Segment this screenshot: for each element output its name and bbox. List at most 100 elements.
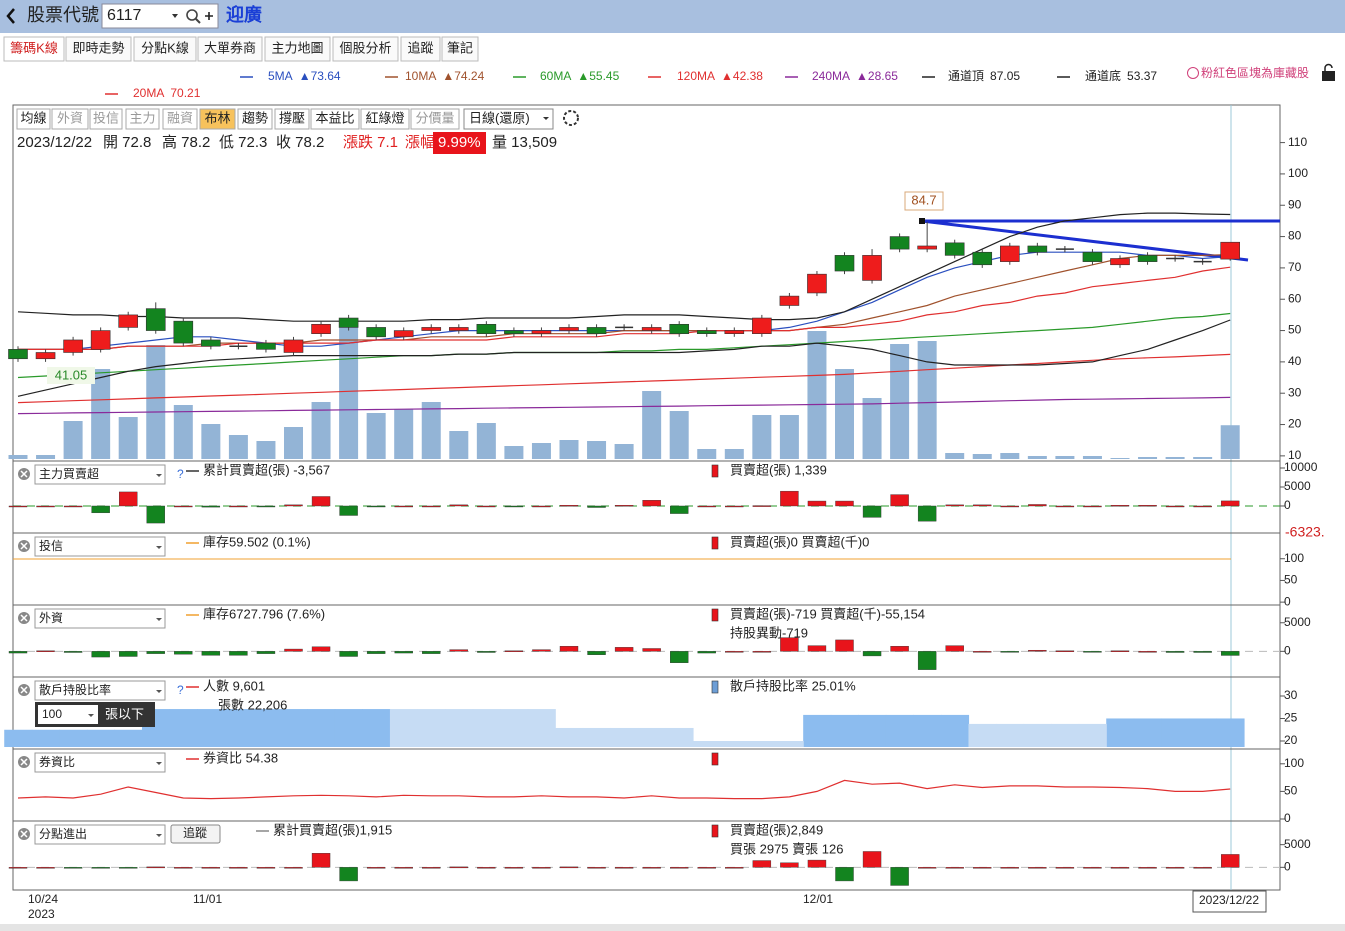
indicator-select[interactable]: [34, 536, 166, 557]
indicator-select-label[interactable]: 外資: [39, 611, 63, 625]
indicator-select[interactable]: [34, 752, 166, 773]
lots-value[interactable]: 100: [42, 707, 62, 721]
toolbar-button[interactable]: [16, 108, 51, 130]
toolbar-button[interactable]: [51, 108, 89, 130]
lock-shackle: [1324, 63, 1333, 71]
candle-body: [118, 314, 138, 328]
tab[interactable]: [400, 36, 441, 62]
legend-name: 通道底: [1085, 68, 1121, 83]
flow-bar: [284, 867, 303, 869]
indicator-select-label[interactable]: 投信: [39, 538, 63, 553]
toolbar-label[interactable]: 主力: [129, 110, 155, 125]
period-select[interactable]: [463, 108, 554, 130]
high-marker: [919, 218, 925, 224]
holding-area: [665, 727, 694, 747]
search-icon[interactable]: [186, 9, 198, 21]
toolbar-label[interactable]: 紅綠燈: [365, 110, 404, 125]
help-icon[interactable]: ?: [177, 467, 184, 481]
tab[interactable]: [332, 36, 399, 62]
toolbar-label[interactable]: 撐壓: [279, 110, 305, 125]
period-label[interactable]: 日線(還原): [469, 110, 530, 125]
lock-icon[interactable]: [1322, 71, 1335, 81]
tab[interactable]: [3, 36, 65, 62]
indicator-select-label[interactable]: 散戶持股比率: [39, 682, 111, 697]
flow-bar: [917, 651, 937, 670]
volume-bar: [1055, 456, 1075, 459]
back-button[interactable]: [6, 8, 15, 24]
toolbar-button[interactable]: [310, 108, 360, 130]
indicator-select-label[interactable]: 分點進出: [39, 827, 87, 841]
flow-bar: [670, 505, 689, 514]
candle-body: [807, 273, 827, 294]
scrollbar[interactable]: [0, 924, 1345, 931]
flow-bar: [118, 491, 138, 507]
volume-bar: [91, 369, 111, 459]
flow-bar: [1193, 867, 1212, 869]
flow-bar: [229, 651, 248, 656]
candle-body: [311, 323, 331, 334]
flow-bar: [146, 651, 165, 654]
toolbar-button[interactable]: [274, 108, 310, 130]
candle-body: [504, 330, 524, 334]
indicator-select[interactable]: [34, 608, 166, 629]
volume-bar: [311, 402, 331, 459]
help-icon[interactable]: ?: [177, 683, 184, 697]
candle-body: [63, 339, 83, 353]
indicator-select[interactable]: [34, 464, 166, 485]
legend-icon: [711, 608, 719, 622]
toolbar-button[interactable]: [89, 108, 123, 130]
toolbar-button[interactable]: [162, 108, 198, 130]
toolbar-label[interactable]: 趨勢: [242, 110, 268, 125]
toolbar-label[interactable]: 布林: [204, 110, 230, 125]
track-button-label[interactable]: 追蹤: [183, 825, 207, 840]
tab-label[interactable]: 籌碼K線: [10, 40, 58, 55]
indicator-select-label[interactable]: 主力買賣超: [39, 466, 99, 481]
indicator-select-label[interactable]: 券資比: [39, 754, 75, 769]
tab[interactable]: [133, 36, 197, 62]
add-icon[interactable]: [205, 12, 213, 20]
volume-bar: [366, 413, 386, 459]
toolbar-button[interactable]: [360, 108, 410, 130]
toolbar-label[interactable]: 外資: [57, 110, 83, 125]
close-cross: [20, 614, 28, 622]
toolbar-button[interactable]: [410, 108, 460, 130]
settings-icon[interactable]: [563, 110, 579, 126]
toolbar-label[interactable]: 分價量: [415, 110, 454, 125]
tab-label[interactable]: 即時走勢: [72, 40, 124, 55]
toolbar-label[interactable]: 本益比: [315, 110, 354, 125]
candle-body: [972, 251, 993, 266]
toolbar-label[interactable]: 融資: [167, 110, 193, 125]
code-input[interactable]: [101, 3, 219, 29]
tab-label[interactable]: 分點K線: [141, 40, 189, 55]
flow-bar: [1055, 650, 1075, 652]
tab[interactable]: [264, 36, 331, 62]
holding-area: [389, 709, 419, 747]
tab[interactable]: [441, 36, 479, 62]
flow-bar: [477, 651, 496, 653]
indicator-select[interactable]: [34, 680, 166, 701]
volume-bar: [779, 415, 799, 459]
toolbar-label[interactable]: 投信: [93, 110, 119, 125]
volume-bar: [504, 446, 524, 459]
low-label: 41.05: [55, 367, 88, 382]
close-cross: [20, 542, 28, 550]
tab-label[interactable]: 個股分析: [339, 40, 391, 55]
track-button[interactable]: [170, 824, 221, 844]
flow-bar: [91, 651, 110, 658]
tab-label[interactable]: 追蹤: [407, 40, 433, 55]
toolbar-button[interactable]: [199, 108, 236, 130]
toolbar-button[interactable]: [237, 108, 273, 130]
tab-label[interactable]: 筆記: [447, 40, 473, 55]
indicator-select[interactable]: [34, 824, 166, 845]
tab-label[interactable]: 大單券商: [204, 40, 256, 55]
holding-area: [224, 709, 253, 747]
tab-label[interactable]: 主力地圖: [271, 40, 323, 55]
toolbar-button[interactable]: [125, 108, 160, 130]
tab[interactable]: [197, 36, 263, 62]
tab[interactable]: [65, 36, 132, 62]
volume-bar: [476, 423, 496, 459]
volume-bar: [1110, 458, 1130, 459]
lots-input[interactable]: [38, 705, 98, 724]
toolbar-label[interactable]: 均線: [20, 110, 46, 125]
flow-bar: [725, 505, 744, 508]
